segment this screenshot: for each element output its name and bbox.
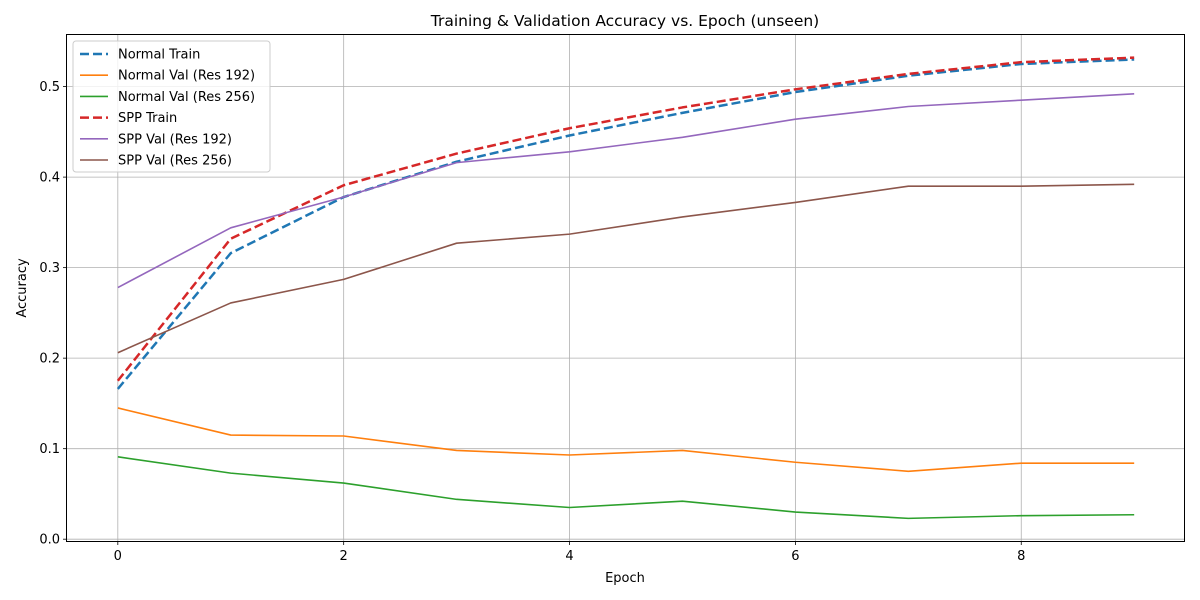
series-line (116, 56, 1135, 382)
y-tick-label: 0.1 (39, 442, 60, 457)
y-tick-label: 0.3 (39, 261, 60, 276)
x-tick-label: 6 (791, 549, 799, 564)
legend-label: SPP Val (Res 256) (118, 154, 232, 169)
y-axis-label: Accuracy (15, 258, 30, 318)
x-tick-label: 4 (565, 549, 573, 564)
series-line (117, 456, 1135, 520)
y-axis-ticks: 0.0 0.1 0.2 0.3 0.4 0.5 (39, 80, 67, 548)
x-tick-label: 2 (340, 549, 348, 564)
series-lines (116, 56, 1135, 520)
series-line (117, 407, 1135, 473)
plot-frame (66, 34, 1185, 542)
legend-label: SPP Train (118, 111, 177, 126)
legend-label: Normal Train (118, 48, 200, 63)
x-axis-label: Epoch (605, 571, 645, 586)
y-tick-label: 0.0 (39, 533, 60, 548)
y-tick-label: 0.4 (39, 171, 60, 186)
x-tick-label: 8 (1017, 549, 1025, 564)
chart-title: Training & Validation Accuracy vs. Epoch… (430, 12, 819, 30)
legend-label: SPP Val (Res 192) (118, 132, 232, 147)
y-tick-label: 0.2 (39, 352, 60, 367)
series-line (117, 93, 1135, 289)
y-tick-label: 0.5 (39, 80, 60, 95)
legend-label: Normal Val (Res 256) (118, 90, 255, 105)
series-line (116, 58, 1135, 390)
legend-label: Normal Val (Res 192) (118, 69, 255, 84)
legend: Normal Train Normal Val (Res 192) Normal V… (72, 40, 271, 173)
series-line (117, 183, 1135, 354)
legend-box (72, 40, 271, 173)
x-axis-ticks: 0 2 4 6 8 (114, 541, 1025, 564)
x-tick-label: 0 (114, 549, 122, 564)
